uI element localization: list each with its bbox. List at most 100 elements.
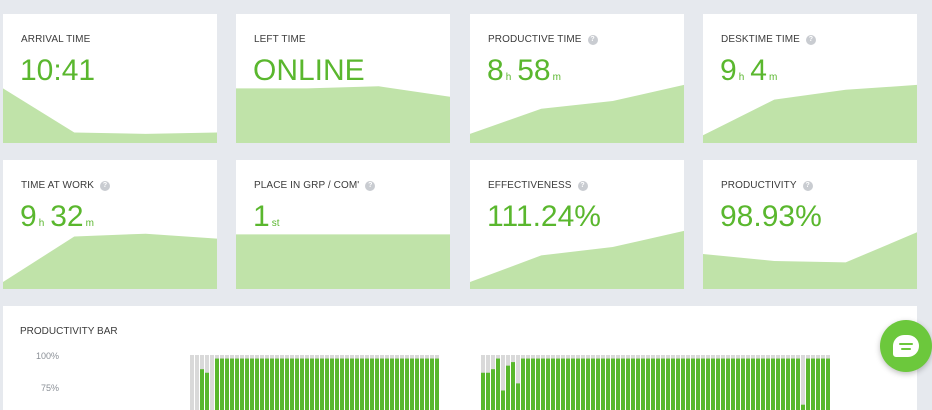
productivity-bar xyxy=(616,358,620,410)
productivity-bar xyxy=(536,358,540,410)
productivity-bar xyxy=(706,358,710,410)
productivity-bar xyxy=(791,358,795,410)
minutes-value: 58 xyxy=(517,54,551,87)
help-icon[interactable]: ? xyxy=(802,180,813,191)
help-icon[interactable]: ? xyxy=(577,180,588,191)
bar-background xyxy=(801,355,805,410)
productivity-bar xyxy=(355,358,359,410)
productivity-bar xyxy=(491,369,495,410)
arrival-time-card: ARRIVAL TIME 10:41 xyxy=(3,14,217,143)
productivity-bar xyxy=(721,358,725,410)
productivity-bar xyxy=(781,358,785,410)
help-icon[interactable]: ? xyxy=(587,34,598,45)
productivity-bar xyxy=(751,358,755,410)
productivity-bar xyxy=(516,383,520,410)
productivity-bar xyxy=(370,358,374,410)
productivity-bar xyxy=(350,358,354,410)
productivity-bar xyxy=(736,358,740,410)
card-title-text: LEFT TIME xyxy=(254,34,306,45)
trend-area xyxy=(236,234,450,289)
productivity-bar xyxy=(300,358,304,410)
bar-background xyxy=(195,355,199,410)
trend-area-path xyxy=(236,234,450,289)
chat-icon xyxy=(893,335,919,357)
productivity-bar xyxy=(656,358,660,410)
card-title-text: TIME AT WORK xyxy=(21,180,95,191)
productivity-bar xyxy=(285,358,289,410)
trend-area xyxy=(3,233,217,289)
bar-background xyxy=(501,355,505,410)
trend-area-path xyxy=(703,84,917,143)
productivity-bar xyxy=(541,358,545,410)
value-text: 98.93% xyxy=(720,200,822,233)
productivity-bar xyxy=(816,358,820,410)
productivity-bar xyxy=(265,358,269,410)
productivity-bar xyxy=(686,358,690,410)
card-title-text: ARRIVAL TIME xyxy=(21,34,91,45)
productivity-bar xyxy=(415,358,419,410)
help-icon[interactable]: ? xyxy=(100,180,111,191)
productivity-bar xyxy=(385,358,389,410)
productivity-bar xyxy=(325,358,329,410)
productivity-bar xyxy=(335,358,339,410)
productivity-bar xyxy=(330,358,334,410)
productivity-bar xyxy=(806,358,810,410)
time-at-work-card: TIME AT WORK? 9 h 32 m xyxy=(3,160,217,289)
productivity-bar xyxy=(821,358,825,410)
value-text: ONLINE xyxy=(253,54,365,87)
productivity-bar xyxy=(731,358,735,410)
productivity-bar xyxy=(771,358,775,410)
productivity-bar xyxy=(305,358,309,410)
card-title-text: PRODUCTIVE TIME xyxy=(488,34,582,45)
productivity-bar xyxy=(230,358,234,410)
chat-button[interactable] xyxy=(880,320,932,372)
trend-area-path xyxy=(470,84,684,143)
productivity-bar xyxy=(435,358,439,410)
productivity-bar xyxy=(776,358,780,410)
productivity-bar xyxy=(671,358,675,410)
productivity-bar xyxy=(786,358,790,410)
productivity-bar xyxy=(566,358,570,410)
productivity-bar xyxy=(380,358,384,410)
productivity-bar xyxy=(340,358,344,410)
productivity-bar xyxy=(255,358,259,410)
hours-unit: h xyxy=(738,72,745,83)
trend-area xyxy=(703,232,917,289)
productivity-bar xyxy=(641,358,645,410)
productivity-bar xyxy=(661,358,665,410)
hours-unit: h xyxy=(505,72,512,83)
productivity-bar xyxy=(746,358,750,410)
productivity-bar xyxy=(636,358,640,410)
card-title-text: DESKTIME TIME xyxy=(721,34,800,45)
productivity-bar xyxy=(280,358,284,410)
card-value: 98.93% xyxy=(720,200,822,234)
productivity-bar xyxy=(826,358,830,410)
productivity-bar xyxy=(726,358,730,410)
trend-area xyxy=(236,86,450,143)
card-value: 9 h 32 m xyxy=(20,200,100,241)
productivity-bar xyxy=(691,358,695,410)
productivity-bar xyxy=(701,358,705,410)
productivity-bar xyxy=(320,358,324,410)
productivity-bar xyxy=(676,358,680,410)
productivity-bar xyxy=(681,358,685,410)
productivity-bar xyxy=(586,358,590,410)
productivity-bar xyxy=(425,358,429,410)
productivity-bar xyxy=(506,365,510,410)
productivity-bar xyxy=(205,372,209,410)
minutes-unit: m xyxy=(768,72,778,83)
productivity-bar xyxy=(581,358,585,410)
card-title: ARRIVAL TIME xyxy=(21,34,90,45)
card-value: 8 h 58 m xyxy=(487,54,567,95)
card-title: LEFT TIME xyxy=(254,34,306,45)
productivity-bar xyxy=(741,358,745,410)
productivity-bar-title: PRODUCTIVITY BAR xyxy=(20,326,118,337)
help-icon[interactable]: ? xyxy=(805,34,816,45)
help-icon[interactable]: ? xyxy=(365,180,376,191)
minutes-value: 32 xyxy=(50,200,84,233)
productivity-bar xyxy=(400,358,404,410)
card-title-text: EFFECTIVENESS xyxy=(488,180,572,191)
